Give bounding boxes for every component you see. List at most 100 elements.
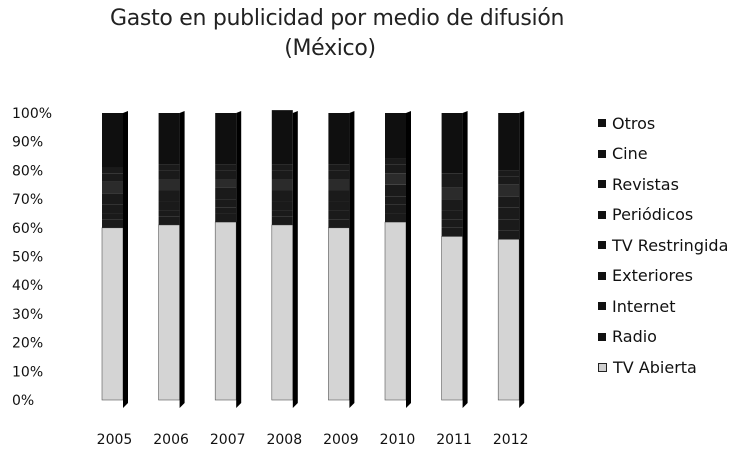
bar-segment	[385, 164, 406, 174]
bar-segment	[441, 210, 463, 220]
y-tick-label: 40%	[12, 278, 43, 294]
legend-item: Exteriores	[598, 261, 738, 292]
bar-segment	[271, 110, 293, 165]
bar-segment	[328, 210, 350, 220]
bar-segment	[498, 170, 520, 177]
bar-segment	[385, 196, 406, 205]
bar-segment	[498, 196, 520, 208]
bar-segment	[158, 216, 180, 225]
bar-segment	[441, 219, 463, 228]
x-tick-label: 2012	[493, 432, 529, 448]
bar-segment	[441, 187, 463, 200]
bar-segment	[498, 176, 520, 185]
x-tick-label: 2009	[323, 432, 359, 448]
bar-segment	[271, 201, 293, 211]
legend-swatch	[598, 210, 606, 219]
bar-segment	[271, 170, 293, 180]
bar-segment	[101, 227, 124, 401]
bar-segment	[328, 179, 350, 191]
bar-segment	[271, 179, 293, 191]
bar-segment	[328, 170, 350, 180]
bar-segment	[328, 190, 350, 202]
legend-swatch	[598, 362, 607, 372]
bar-segment	[215, 164, 237, 171]
bar-side-face	[519, 111, 525, 408]
legend-label: Radio	[612, 327, 657, 347]
y-tick-label: 80%	[12, 163, 43, 179]
legend-item: TV Restringida	[598, 230, 738, 261]
bar-segment	[158, 210, 180, 217]
legend-swatch	[598, 180, 606, 189]
y-axis-ticks: 0% 10% 20% 30% 40% 50% 60% 70% 80% 90% 100%	[12, 106, 52, 409]
x-tick-label: 2005	[97, 432, 133, 448]
bar-segment	[271, 210, 293, 217]
bar-side-face	[406, 111, 411, 408]
bar-segment	[441, 173, 463, 180]
x-tick-label: 2011	[436, 432, 472, 448]
bar-segment	[328, 219, 350, 228]
bar-segment	[215, 179, 237, 188]
legend-swatch	[598, 119, 606, 128]
bar-segment	[441, 199, 463, 211]
bar-segment	[158, 190, 180, 202]
x-tick-label: 2010	[380, 432, 416, 448]
y-tick-label: 100%	[12, 106, 52, 122]
legend-label: TV Restringida	[612, 235, 729, 255]
bar-segment	[385, 204, 406, 214]
y-tick-label: 50%	[12, 250, 43, 266]
legend-label: TV Abierta	[613, 357, 697, 377]
legend-item: Otros	[598, 108, 738, 139]
x-tick-label: 2006	[153, 432, 189, 448]
legend-item: Radio	[598, 322, 738, 353]
legend-item: Internet	[598, 291, 738, 322]
bar-segment	[102, 167, 123, 174]
bar-segment	[498, 184, 520, 197]
bar-segment	[215, 113, 237, 165]
bar-segment	[271, 164, 293, 171]
legend-swatch	[598, 149, 606, 158]
y-tick-label: 70%	[12, 192, 43, 208]
bar-segment	[498, 219, 520, 231]
chart-legend: Otros Cine Revistas Periódicos TV Restringid…	[598, 108, 738, 383]
legend-label: Revistas	[612, 174, 679, 194]
bar-segment	[158, 113, 180, 165]
bar-side-face	[236, 111, 242, 408]
y-tick-label: 60%	[12, 221, 43, 237]
bar-segment	[498, 207, 520, 220]
legend-label: Periódicos	[612, 205, 694, 225]
bar-side-face	[349, 111, 355, 408]
bar-segment	[328, 113, 350, 165]
bar-segment	[102, 173, 123, 182]
bar-segment	[102, 213, 123, 220]
bar-segment	[271, 224, 294, 401]
bar-segment	[328, 201, 350, 211]
bar-segment	[441, 227, 463, 237]
bar-segment	[215, 207, 237, 214]
bar-segment	[102, 181, 123, 194]
bar-segment	[102, 219, 123, 228]
bars-group	[101, 110, 525, 408]
legend-label: Cine	[612, 144, 648, 164]
bar-segment	[158, 201, 180, 211]
bar-segment	[215, 170, 237, 180]
y-tick-label: 0%	[12, 393, 34, 409]
chart-title-text: Gasto en publicidad por medio de difusió…	[110, 6, 565, 31]
legend-item: Periódicos	[598, 200, 738, 231]
bar-segment	[215, 187, 237, 200]
legend-swatch	[598, 271, 606, 280]
bar-segment	[102, 113, 123, 168]
legend-swatch	[598, 241, 606, 250]
legend-item: Revistas	[598, 169, 738, 200]
bar-segment	[441, 179, 463, 188]
bar-segment	[385, 213, 406, 223]
bar-side-face	[179, 111, 185, 408]
legend-item: Cine	[598, 139, 738, 170]
bar-segment	[385, 184, 406, 197]
bar-segment	[271, 216, 293, 225]
bar-side-face	[123, 111, 128, 408]
bar-segment	[158, 170, 180, 180]
bar-segment	[498, 230, 520, 240]
bar-segment	[102, 204, 123, 214]
bar-segment	[158, 164, 180, 171]
bar-segment	[385, 113, 406, 159]
